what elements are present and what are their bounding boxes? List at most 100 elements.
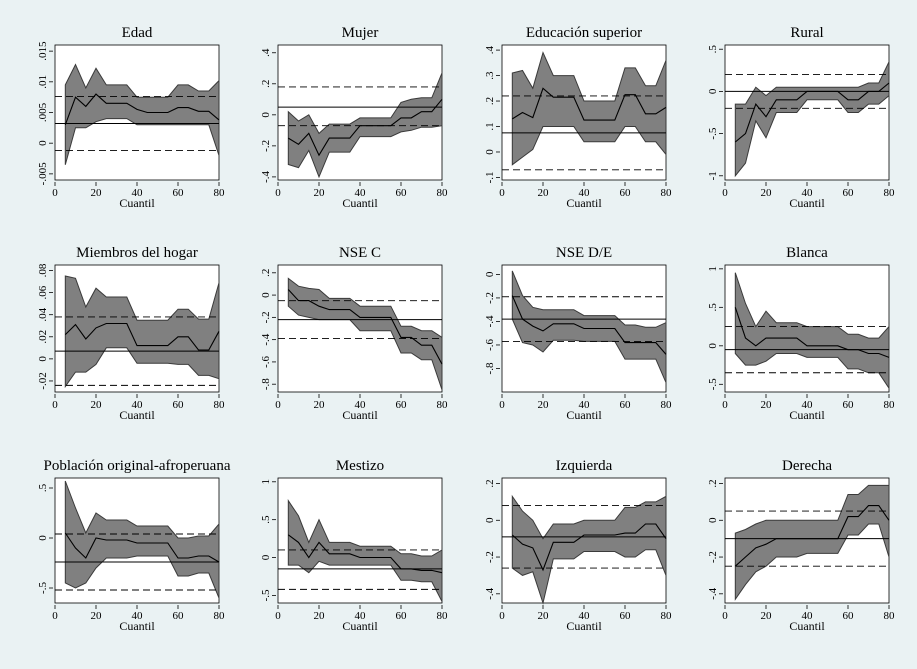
quantile-estimate-line xyxy=(734,307,890,358)
x-tick-label: 60 xyxy=(396,610,408,622)
confidence-band xyxy=(511,270,667,383)
panel-5: 0 20 40 60 80Cuantil-.020.02.04.06.08Miembro… xyxy=(37,245,225,422)
quantile-estimate-line xyxy=(512,87,667,121)
x-tick-label: 60 xyxy=(620,399,632,411)
confidence-band xyxy=(734,272,890,390)
y-tick-label: .5 xyxy=(707,45,719,54)
panel-title: Derecha xyxy=(782,458,832,474)
x-tick-label: 40 xyxy=(579,399,591,411)
y-tick-label: -.4 xyxy=(484,315,496,327)
panel-title: Mujer xyxy=(342,25,379,41)
panel-2: 0 20 40 60 80 Cuantil -.4 -.2 0 .2 .4 Mujer xyxy=(260,25,448,210)
x-tick-label: 80 xyxy=(214,399,226,411)
x-tick-label: 20 xyxy=(538,399,550,411)
x-tick-label: 40 xyxy=(579,187,591,199)
x-tick-label: 80 xyxy=(884,610,896,622)
x-tick-label: 20 xyxy=(761,187,773,199)
y-tick-label: .2 xyxy=(260,269,272,277)
x-tick-label: 40 xyxy=(579,610,591,622)
x-tick-label: 0 xyxy=(499,610,505,622)
x-axis-label: Cuantil xyxy=(119,619,155,633)
x-tick-label: 20 xyxy=(314,187,326,199)
x-axis-label: Cuantil xyxy=(789,619,825,633)
x-tick-label: 0 xyxy=(52,610,58,622)
x-tick-label: 0 xyxy=(275,610,281,622)
x-tick-label: 80 xyxy=(661,187,673,199)
x-tick-label: 60 xyxy=(843,399,855,411)
y-tick-label: 0 xyxy=(707,343,719,349)
y-tick-label: 0 xyxy=(37,140,49,146)
y-tick-label: -.5 xyxy=(37,582,49,594)
panel-title: Población original-afroperuana xyxy=(43,458,230,474)
x-axis-label: Cuantil xyxy=(566,408,602,422)
x-tick-label: 80 xyxy=(437,187,449,199)
panel-title: Miembros del hogar xyxy=(76,245,198,261)
y-tick-label: -.5 xyxy=(260,589,272,601)
x-tick-label: 40 xyxy=(132,610,144,622)
y-tick-label: -.2 xyxy=(484,551,496,563)
y-tick-label: -.6 xyxy=(260,355,272,367)
x-tick-label: 20 xyxy=(538,610,550,622)
y-tick-label: .1 xyxy=(484,122,496,130)
panel-title: Educación superior xyxy=(526,25,642,41)
x-tick-label: 60 xyxy=(173,187,185,199)
y-tick-label: -.4 xyxy=(707,587,719,599)
y-tick-label: -.5 xyxy=(707,127,719,139)
confidence-band xyxy=(287,499,443,602)
quantile-estimate-line xyxy=(511,295,667,355)
panel-4: 0 20 40 60 80 Cuantil -1 -.5 0 .5 Rural xyxy=(707,25,895,210)
y-tick-label: 0 xyxy=(484,149,496,155)
y-tick-label: .4 xyxy=(260,48,272,57)
x-axis-label: Cuantil xyxy=(789,196,825,210)
x-tick-label: 0 xyxy=(275,399,281,411)
x-tick-label: 60 xyxy=(620,187,632,199)
x-axis-label: Cuantil xyxy=(566,196,602,210)
x-tick-label: 0 xyxy=(499,187,505,199)
x-tick-label: 0 xyxy=(52,187,58,199)
y-tick-label: -.4 xyxy=(484,587,496,599)
y-tick-label: 0 xyxy=(484,271,496,277)
panel-11: 0 20 40 60 80 Cuantil -.4 -.2 0 .2 Izquierda xyxy=(484,458,672,633)
y-tick-label: 0 xyxy=(37,356,49,362)
y-tick-label: -.02 xyxy=(37,372,49,389)
y-tick-label: -.4 xyxy=(260,333,272,345)
y-tick-label: 0 xyxy=(484,517,496,523)
panel-6: 0 20 40 60 80 Cuantil -.8 -.6 -.4 -.2 0 .2 NSE C xyxy=(260,245,448,422)
y-tick-label: .2 xyxy=(260,80,272,88)
x-tick-label: 40 xyxy=(132,187,144,199)
x-tick-label: 0 xyxy=(722,399,728,411)
y-tick-label: -.5 xyxy=(707,378,719,390)
x-tick-label: 60 xyxy=(396,399,408,411)
confidence-band xyxy=(511,51,667,166)
x-tick-label: 60 xyxy=(173,610,185,622)
x-tick-label: 0 xyxy=(52,399,58,411)
x-axis-label: Cuantil xyxy=(789,408,825,422)
x-tick-label: 60 xyxy=(843,187,855,199)
y-tick-label: -.1 xyxy=(484,171,496,183)
y-tick-label: .5 xyxy=(37,483,49,492)
quantile-estimate-line xyxy=(64,532,220,563)
x-tick-label: 80 xyxy=(661,610,673,622)
confidence-band xyxy=(287,72,443,179)
y-tick-label: -.005 xyxy=(37,162,49,185)
y-tick-label: .4 xyxy=(484,45,496,54)
quantile-estimate-line xyxy=(288,98,443,157)
x-tick-label: 0 xyxy=(722,610,728,622)
x-tick-label: 20 xyxy=(761,399,773,411)
panel-7: 0 20 40 60 80 Cuantil -.8 -.6 -.4 -.2 0 NSE D/E xyxy=(484,245,672,422)
y-tick-label: -.8 xyxy=(260,378,272,390)
quantile-estimate-line xyxy=(287,289,443,365)
panel-9: 0 20 40 60 80 Cuantil -.5 0 .5 Población original… xyxy=(37,458,231,633)
x-axis-label: Cuantil xyxy=(342,196,378,210)
panel-12: 0 20 40 60 80 Cuantil -.4 -.2 0 .2 Derecha xyxy=(707,458,895,633)
x-tick-label: 80 xyxy=(437,399,449,411)
x-tick-label: 40 xyxy=(355,399,367,411)
x-tick-label: 40 xyxy=(802,610,814,622)
x-tick-label: 60 xyxy=(173,399,185,411)
x-tick-label: 0 xyxy=(275,187,281,199)
x-axis-label: Cuantil xyxy=(566,619,602,633)
